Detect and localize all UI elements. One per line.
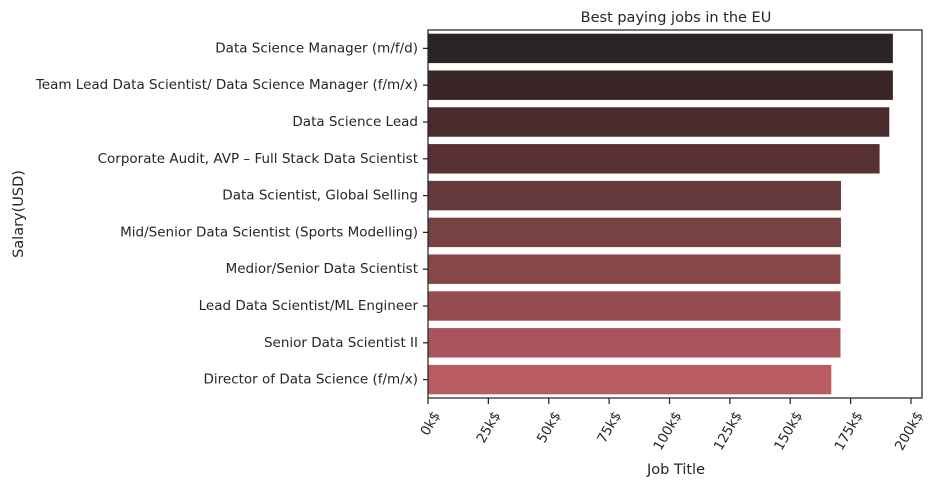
y-category-label-3: Data Science Lead [292, 114, 418, 130]
y-category-label-8: Lead Data Scientist/ML Engineer [199, 298, 419, 314]
x-tick-label-1: 0k$ [417, 409, 443, 439]
x-tick-label-5: 100k$ [650, 409, 685, 454]
bars-group [428, 33, 893, 395]
bar-9 [428, 328, 841, 358]
bar-5 [428, 180, 841, 211]
x-axis-label: Job Title [646, 462, 705, 478]
y-category-label-5: Data Scientist, Global Selling [222, 188, 418, 204]
y-category-labels: Data Science Manager (m/f/d) Team Lead Da… [35, 40, 428, 388]
bar-2 [428, 70, 893, 100]
bar-6 [428, 217, 841, 248]
bar-1 [428, 33, 893, 64]
x-tick-label-6: 125k$ [711, 409, 746, 454]
y-category-label-2: Team Lead Data Scientist/ Data Science M… [35, 77, 418, 93]
x-tick-label-4: 75k$ [594, 409, 625, 446]
x-tick-labels: 0k$ 25k$ 50k$ 75k$ 100k$ 125k$ 150k$ 175k$ 200k$ [417, 398, 927, 454]
y-category-label-6: Mid/Senior Data Scientist (Sports Modell… [120, 224, 418, 240]
bar-7 [428, 254, 841, 284]
y-category-label-1: Data Science Manager (m/f/d) [215, 40, 418, 56]
x-tick-label-2: 25k$ [473, 409, 504, 446]
x-tick-label-3: 50k$ [534, 409, 565, 446]
y-axis-label: Salary(USD) [11, 170, 27, 258]
plot-frame [427, 29, 923, 399]
chart-title: Best paying jobs in the EU [581, 10, 772, 26]
y-category-label-9: Senior Data Scientist II [264, 335, 418, 351]
bar-8 [428, 291, 841, 321]
x-tick-label-9: 200k$ [892, 409, 927, 454]
y-category-label-10: Director of Data Science (f/m/x) [204, 372, 419, 388]
bar-3 [428, 107, 890, 137]
bar-10 [428, 364, 832, 395]
bar-4 [428, 144, 880, 174]
x-tick-label-7: 150k$ [771, 409, 806, 454]
y-category-label-7: Medior/Senior Data Scientist [226, 261, 418, 277]
x-tick-label-8: 175k$ [831, 409, 866, 454]
y-category-label-4: Corporate Audit, AVP – Full Stack Data S… [98, 151, 418, 167]
